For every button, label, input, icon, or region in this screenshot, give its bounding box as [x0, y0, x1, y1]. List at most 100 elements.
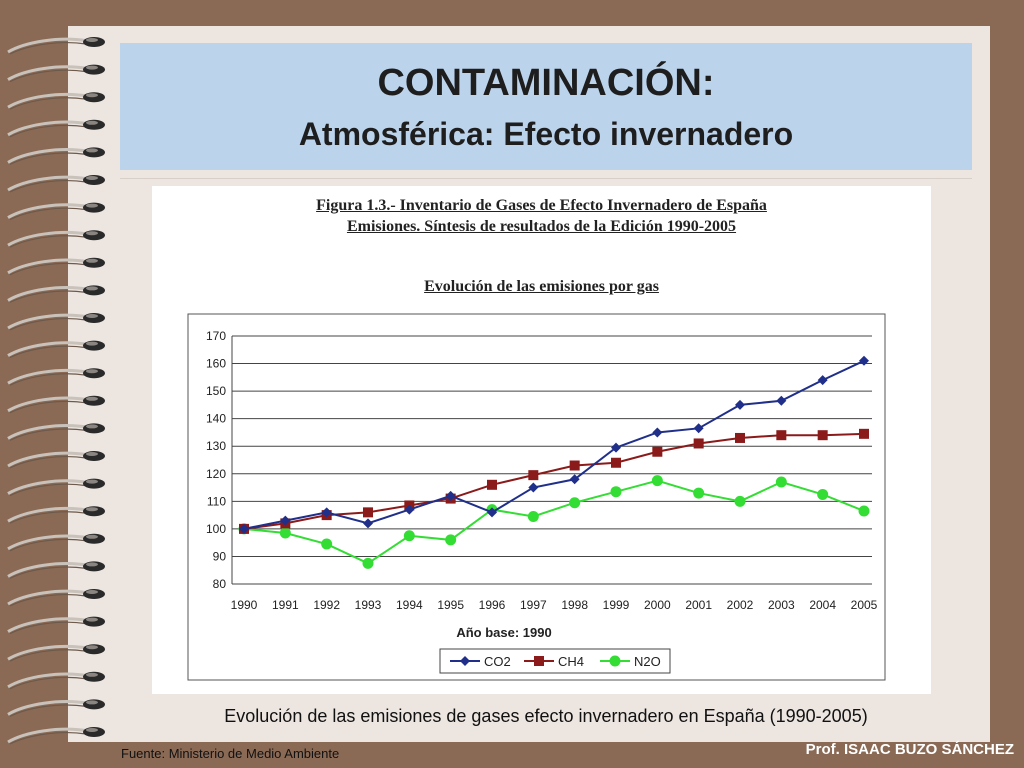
data-point-ch4: [817, 430, 828, 441]
legend-item-ch4: CH4: [524, 654, 584, 669]
author-credit: Prof. ISAAC BUZO SÁNCHEZ: [805, 741, 1014, 758]
legend-marker-n2o: [609, 655, 621, 667]
x-axis-label: Año base: 1990: [456, 625, 551, 640]
data-point-co2: [404, 504, 415, 515]
data-point-co2: [735, 399, 745, 410]
data-point-n2o: [734, 495, 746, 507]
data-point-co2: [569, 474, 580, 485]
data-point-n2o: [817, 488, 829, 500]
figure-heading-line1: Figura 1.3.- Inventario de Gases de Efec…: [316, 197, 767, 214]
y-tick-label: 140: [206, 412, 226, 426]
data-point-co2: [776, 395, 787, 406]
x-tick-label: 1999: [603, 598, 630, 612]
data-point-n2o: [693, 487, 705, 499]
figure-panel: Figura 1.3.- Inventario de Gases de Efec…: [152, 186, 931, 694]
y-tick-label: 90: [213, 549, 227, 563]
data-point-n2o: [610, 486, 622, 498]
x-tick-label: 1993: [355, 598, 382, 612]
data-point-co2: [611, 442, 621, 453]
data-point-n2o: [527, 510, 539, 522]
slide-title: CONTAMINACIÓN:: [377, 62, 715, 104]
x-tick-label: 1998: [561, 598, 588, 612]
legend-label-co2: CO2: [484, 654, 511, 669]
data-point-n2o: [775, 476, 787, 488]
data-point-co2: [487, 507, 497, 518]
title-box: CONTAMINACIÓN: Atmosférica: Efecto inver…: [120, 43, 972, 170]
data-point-ch4: [363, 507, 373, 518]
spiral-ring: [7, 37, 105, 55]
y-tick-label: 160: [206, 357, 226, 371]
x-tick-label: 2002: [727, 598, 754, 612]
divider: [120, 178, 972, 179]
y-tick-label: 110: [207, 494, 226, 508]
data-point-ch4: [693, 438, 704, 449]
series-line-co2: [243, 359, 865, 530]
data-point-ch4: [611, 457, 621, 468]
spiral-ring: [7, 64, 105, 83]
spiral-ring: [7, 92, 105, 110]
data-point-n2o: [445, 534, 457, 546]
data-point-n2o: [858, 505, 870, 517]
y-tick-label: 150: [206, 384, 226, 398]
figure-caption: Evolución de las emisiones de gases efec…: [224, 706, 868, 726]
spiral-ring: [7, 533, 105, 552]
y-tick-label: 80: [213, 577, 227, 591]
x-tick-label: 1994: [396, 598, 423, 612]
x-tick-label: 2004: [809, 598, 836, 612]
legend-item-n2o: N2O: [600, 654, 661, 669]
x-tick-label: 1995: [437, 598, 464, 612]
spiral-ring: [7, 589, 105, 607]
data-point-ch4: [569, 460, 580, 471]
spiral-ring: [7, 395, 105, 414]
series-co2: [239, 355, 869, 534]
source-note: Fuente: Ministerio de Medio Ambiente: [121, 746, 340, 761]
legend-label-n2o: N2O: [634, 654, 661, 669]
spiral-ring: [7, 340, 105, 359]
data-point-co2: [817, 375, 828, 386]
data-point-co2: [321, 507, 332, 518]
legend-item-co2: CO2: [450, 654, 511, 669]
data-point-co2: [859, 355, 869, 366]
data-point-ch4: [735, 432, 745, 443]
y-tick-label: 170: [206, 329, 226, 343]
spiral-ring: [7, 506, 105, 524]
x-tick-label: 2003: [768, 598, 795, 612]
x-tick-label: 1996: [479, 598, 506, 612]
data-point-n2o: [651, 475, 663, 487]
line-chart: 1990 1991 1992 1993 1994 1995 1996 1997 1998 1999…: [187, 313, 886, 681]
series-line-ch4: [243, 432, 865, 530]
data-point-co2: [445, 490, 456, 501]
spiral-ring: [7, 202, 105, 221]
legend-marker-co2: [460, 656, 470, 666]
y-tick-label: 120: [206, 467, 226, 481]
spiral-ring: [7, 119, 105, 138]
data-point-co2: [693, 423, 704, 434]
data-point-co2: [363, 518, 373, 529]
data-point-co2: [652, 427, 663, 438]
x-tick-label: 1990: [231, 598, 258, 612]
data-point-ch4: [776, 430, 787, 441]
legend-label-ch4: CH4: [558, 654, 584, 669]
spiral-ring: [7, 313, 105, 331]
spiral-ring: [7, 147, 105, 165]
y-tick-label: 130: [206, 439, 226, 453]
series-line-n2o: [243, 479, 865, 565]
data-point-ch4: [487, 479, 497, 490]
x-tick-label: 2000: [644, 598, 671, 612]
x-tick-label: 1991: [272, 598, 299, 612]
spiral-ring: [7, 478, 105, 497]
spiral-binding: [7, 37, 105, 745]
data-point-co2: [280, 515, 291, 526]
x-tick-label: 1992: [313, 598, 340, 612]
spiral-ring: [7, 230, 105, 248]
spiral-ring: [7, 727, 105, 745]
spiral-ring: [7, 699, 105, 717]
spiral-ring: [7, 561, 105, 579]
chart-frame: [187, 313, 886, 681]
data-point-n2o: [279, 527, 291, 539]
spiral-ring: [7, 423, 105, 441]
spiral-ring: [7, 616, 105, 635]
spiral-ring: [7, 644, 105, 662]
spiral-ring: [7, 671, 105, 690]
legend-marker-ch4: [534, 656, 544, 666]
